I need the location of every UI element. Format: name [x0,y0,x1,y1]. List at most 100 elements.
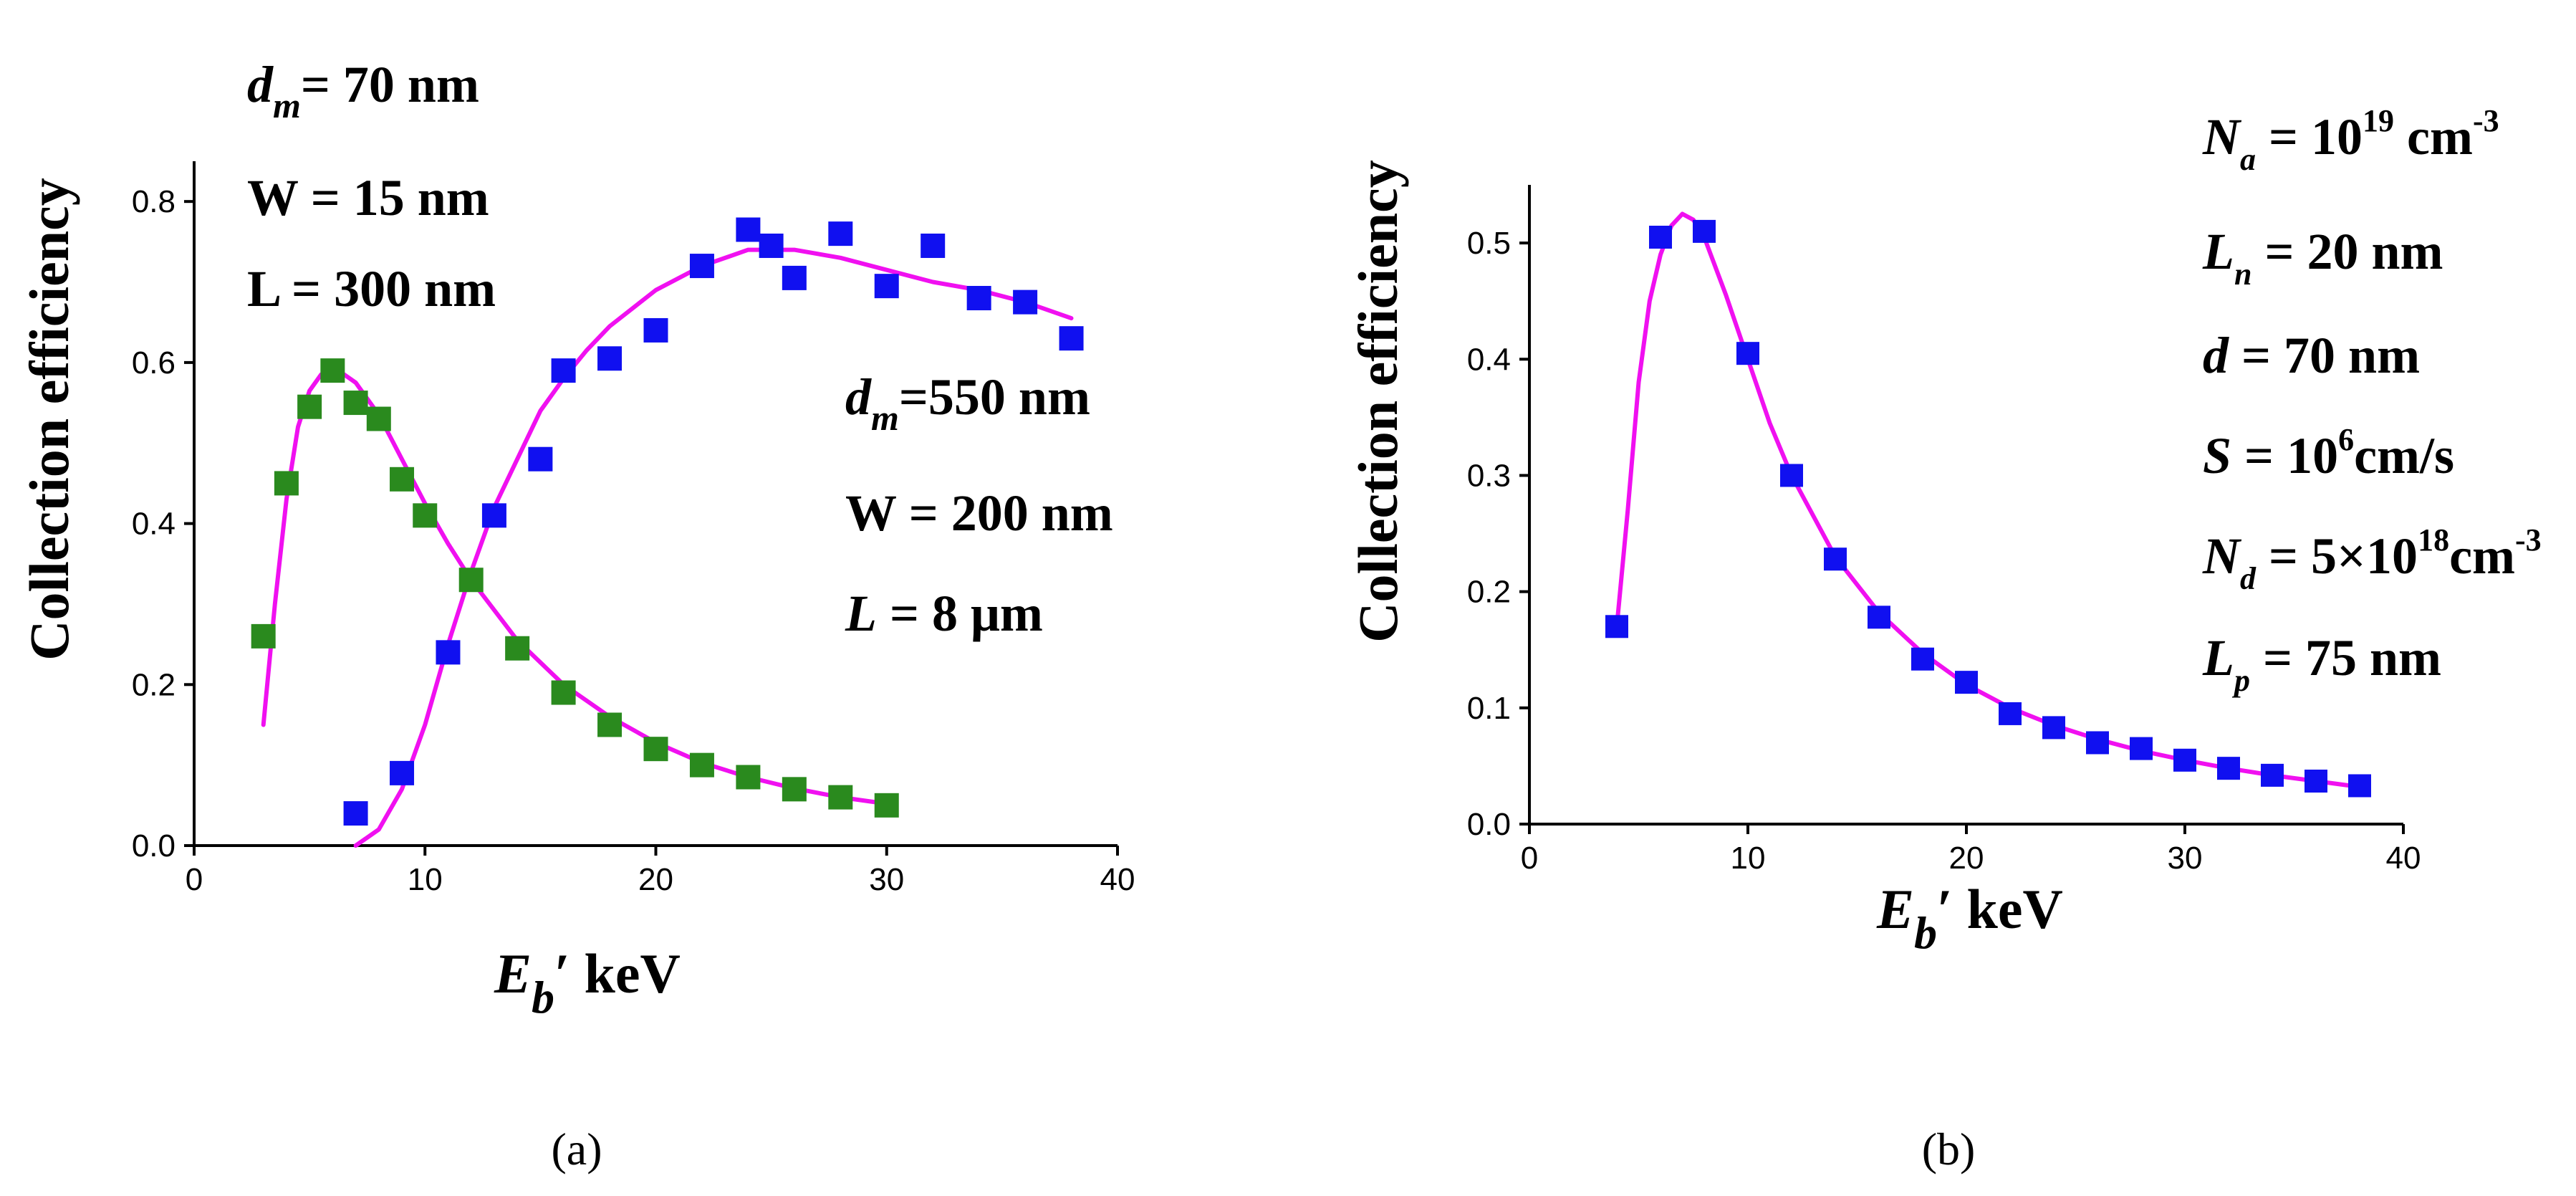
panel-a-series-0-point-14 [736,765,761,790]
panel-a-annotation-dm1-symbol: d [247,56,274,113]
panel-b-annotation-na-symbol: N [2202,108,2242,166]
panel-a-series-0-point-6 [390,467,415,492]
panel-b-x-axis-title: Eb′ keV [1876,878,2063,958]
panel-a-annotation-l1: L = 300 nm [247,260,496,317]
panel-a-annotation-dm1-text: = 70 nm [301,56,479,113]
panel-a-series-1-point-10 [759,233,784,258]
panel-b-annotation-lp-text: = 75 nm [2250,629,2441,686]
panel-b-y-tick-label-5: 0.5 [1467,226,1511,261]
panel-b-annotation-lp-symbol: L [2202,629,2234,686]
panel-a-x-axis-title-symbol: E [494,942,532,1005]
panel-a-x-tick-label-4: 40 [1100,862,1135,897]
panel-b-annotation-na-sup: 19 [2363,103,2394,138]
panel-b: 0 10 20 30 40 0.0 0.1 0.2 0.3 0.4 0.5 Collection e… [1347,103,2542,1175]
panel-b-markers [1605,219,2371,798]
panel-b-series-0-point-17 [2348,774,2371,798]
panel-b-annotation-nd-text: = 5×10 [2256,527,2418,585]
panel-a-caption: (a) [551,1124,602,1175]
panel-b-x-tick-label-3: 30 [2168,841,2203,876]
panel-a-series-1-point-13 [874,274,899,299]
panel-b-series-0-point-3 [1736,342,1759,365]
panel-b-ticks: 0 10 20 30 40 0.0 0.1 0.2 0.3 0.4 0.5 [1467,226,2421,876]
panel-a-y-tick-label-1: 0.2 [132,667,176,702]
panel-a-annotation-l2-text: = 8 μm [877,585,1043,642]
panel-a-x-tick-label-0: 0 [186,862,203,897]
panel-b-annotation-d: d = 70 nm [2203,327,2420,384]
panel-b-caption: (b) [1922,1124,1976,1175]
panel-b-annotation-s-text: = 10 [2231,427,2338,484]
panel-a-fit-line-1 [353,247,1074,848]
panel-b-x-tick-label-1: 10 [1731,841,1766,876]
panel-a-series-1-point-8 [689,254,714,279]
panel-b-annotation-ln: Ln = 20 nm [2202,223,2443,292]
panel-b-annotation-nd-sup: 18 [2418,522,2449,558]
panel-a-series-0-point-1 [274,471,299,496]
panel-b-annotation-na-text: = 10 [2256,108,2363,166]
panel-b-series-0-point-2 [1693,219,1716,243]
panel-a-series-0-point-3 [320,358,345,383]
panel-b-y-tick-label-4: 0.4 [1467,342,1511,377]
panel-a-annotation-dm2: dm=550 nm [845,368,1090,438]
panel-a-series-1-point-2 [436,640,461,665]
panel-b-annotations: Na = 1019 cm-3 Ln = 20 nm d = 70 nm S = … [2202,103,2542,698]
panel-a-series-0-point-9 [505,636,530,661]
panel-a-series-0-point-11 [597,712,623,737]
panel-b-annotation-lp: Lp = 75 nm [2202,629,2441,698]
panel-a-series-1-point-4 [528,446,553,472]
panel-a-series-0-point-15 [782,777,807,802]
panel-b-series-0-point-10 [2042,716,2065,740]
panel-a-series-0-point-7 [413,503,438,528]
panel-b-series-0-point-12 [2130,737,2153,760]
panel-a-series-1-point-9 [736,217,761,242]
panel-a-series-0-point-5 [366,406,391,431]
panel-a-x-axis-title: Eb′ keV [494,942,681,1023]
panel-b-annotation-ln-symbol: L [2202,223,2234,280]
panel-b-y-tick-label-3: 0.3 [1467,458,1511,493]
panel-b-fit-lines [1615,211,2362,790]
panel-a-fit-line-0 [261,368,889,806]
panel-a-series-1-point-12 [828,221,853,247]
panel-a-y-tick-label-0: 0.0 [132,828,176,863]
panel-a-series-1-point-3 [481,503,506,528]
panel-b-annotation-s: S = 106cm/s [2203,422,2454,484]
panel-b-annotation-na: Na = 1019 cm-3 [2202,103,2499,177]
panel-b-series-0-point-7 [1911,647,1934,671]
panel-a-markers [251,217,1084,826]
panel-a-series-1-point-0 [343,801,368,826]
panel-a-series-1-point-15 [966,286,991,310]
panel-a-annotation-w1: W = 15 nm [247,169,489,226]
panel-a-y-tick-label-3: 0.6 [132,345,176,381]
panel-b-annotation-d-symbol: d [2203,327,2229,384]
panel-a-series-1-point-14 [921,233,946,258]
panel-a-y-tick-label-4: 0.8 [132,184,176,219]
panel-a: 0 10 20 30 40 0.0 0.2 0.4 0.6 0.8 Collection effi… [18,56,1135,1175]
panel-a-annotation-w2: W = 200 nm [845,484,1113,542]
panel-b-series-0-point-16 [2305,769,2327,793]
panel-a-y-tick-label-2: 0.4 [132,507,176,542]
panel-b-annotation-na-tail: cm [2394,108,2473,166]
panel-a-caption-text: (a) [551,1124,602,1175]
panel-a-annotation-dm2-sub: m [871,398,899,438]
panel-a-series-1-point-11 [782,265,807,290]
panel-a-series-1-point-6 [597,346,623,371]
panel-b-annotation-nd: Nd = 5×1018cm-3 [2202,522,2542,596]
panel-b-series-0-point-4 [1780,464,1803,487]
panel-b-x-axis-title-symbol: E [1876,878,1914,940]
panel-b-annotation-s-tail: cm/s [2354,427,2454,484]
panel-a-annotation-l2-symbol: L [845,585,877,642]
panel-a-annotation-l2: L = 8 μm [845,585,1043,642]
panel-b-annotation-na-sub: a [2240,142,2256,177]
panel-a-y-axis-title: Collection efficiency [18,178,80,661]
panel-a-annotation-dm2-symbol: d [845,368,872,426]
panel-a-series-0-point-2 [297,394,322,419]
panel-a-x-tick-label-1: 10 [408,862,443,897]
panel-b-x-axis-title-sub: b [1914,907,1937,958]
panel-b-series-0-point-13 [2173,748,2196,772]
panel-b-x-tick-label-4: 40 [2386,841,2421,876]
panel-a-series-0-point-4 [343,391,368,416]
panel-a-series-0-point-8 [458,568,484,593]
panel-b-x-axis-title-suffix: ′ keV [1937,878,2063,940]
panel-a-x-axis-title-suffix: ′ keV [554,942,681,1005]
panel-b-caption-text: (b) [1922,1124,1976,1175]
panel-a-ticks: 0 10 20 30 40 0.0 0.2 0.4 0.6 0.8 [132,184,1135,897]
